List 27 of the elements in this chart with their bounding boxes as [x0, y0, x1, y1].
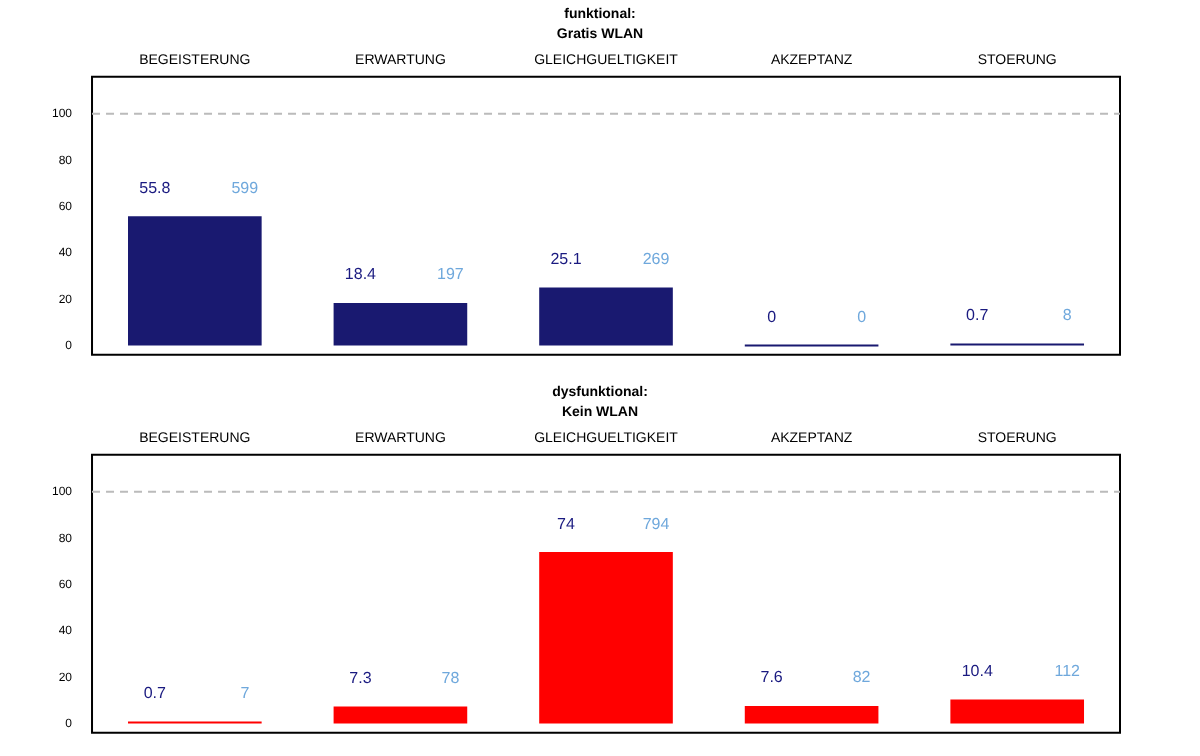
data-label: 0.7 — [966, 306, 990, 325]
data-label: 0 — [767, 307, 778, 326]
bar — [744, 705, 879, 724]
data-label: 0.7 — [143, 684, 168, 703]
annotation: 112 — [1054, 661, 1082, 680]
bar — [950, 699, 1085, 724]
annotation: 8 — [1062, 306, 1073, 325]
annotation: 599 — [231, 178, 260, 197]
bar — [333, 706, 468, 724]
bar — [539, 552, 673, 724]
data-label: 10.4 — [961, 661, 994, 680]
data-label: 55.8 — [139, 178, 172, 197]
data-label: 25.1 — [550, 249, 583, 268]
annotation: 0 — [857, 307, 868, 326]
annotation: 197 — [437, 265, 465, 284]
annotation: 269 — [642, 249, 671, 268]
data-label: 7.6 — [760, 668, 784, 687]
annotation: 7 — [240, 684, 251, 703]
bar — [539, 287, 673, 346]
annotation: 82 — [852, 668, 872, 687]
bar — [128, 216, 262, 346]
data-label: 74 — [557, 514, 576, 533]
data-label: 7.3 — [349, 669, 373, 688]
bar — [333, 302, 468, 346]
data-label: 18.4 — [344, 265, 378, 284]
annotation: 78 — [441, 669, 461, 688]
annotation: 794 — [642, 514, 671, 533]
